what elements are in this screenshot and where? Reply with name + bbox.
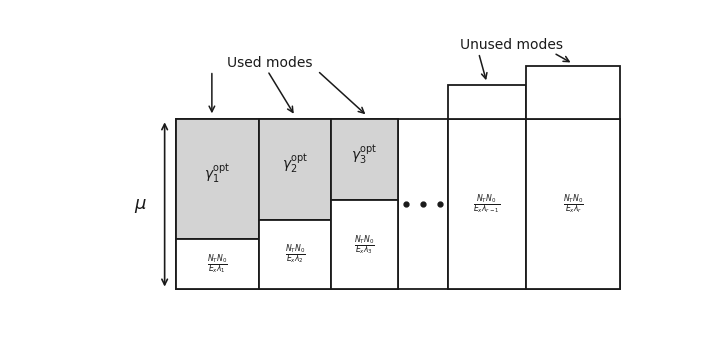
Bar — [259, 120, 331, 220]
Bar — [259, 220, 331, 289]
Bar — [176, 120, 620, 289]
Bar — [331, 200, 398, 289]
Text: $\frac{N_T N_0}{E_x \lambda_1}$: $\frac{N_T N_0}{E_x \lambda_1}$ — [207, 252, 228, 276]
Bar — [526, 66, 620, 120]
Text: Used modes: Used modes — [227, 56, 313, 70]
Bar — [448, 120, 526, 289]
Bar — [448, 85, 526, 120]
Bar — [331, 120, 398, 200]
Text: $\frac{N_T N_0}{E_x \lambda_r}$: $\frac{N_T N_0}{E_x \lambda_r}$ — [563, 193, 584, 216]
Text: $\gamma_3^{\rm opt}$: $\gamma_3^{\rm opt}$ — [351, 143, 378, 166]
Bar — [176, 239, 259, 289]
Text: $\gamma_1^{\rm opt}$: $\gamma_1^{\rm opt}$ — [204, 162, 231, 185]
Text: $\frac{N_T N_0}{E_x \lambda_{r-1}}$: $\frac{N_T N_0}{E_x \lambda_{r-1}}$ — [473, 193, 500, 216]
Bar — [526, 120, 620, 289]
Text: Unused modes: Unused modes — [460, 38, 564, 52]
Text: μ: μ — [134, 195, 146, 214]
Bar — [176, 120, 259, 239]
Text: $\frac{N_T N_0}{E_x \lambda_3}$: $\frac{N_T N_0}{E_x \lambda_3}$ — [354, 233, 375, 257]
Text: $\frac{N_T N_0}{E_x \lambda_2}$: $\frac{N_T N_0}{E_x \lambda_2}$ — [285, 242, 305, 267]
Text: $\gamma_2^{\rm opt}$: $\gamma_2^{\rm opt}$ — [282, 153, 308, 176]
